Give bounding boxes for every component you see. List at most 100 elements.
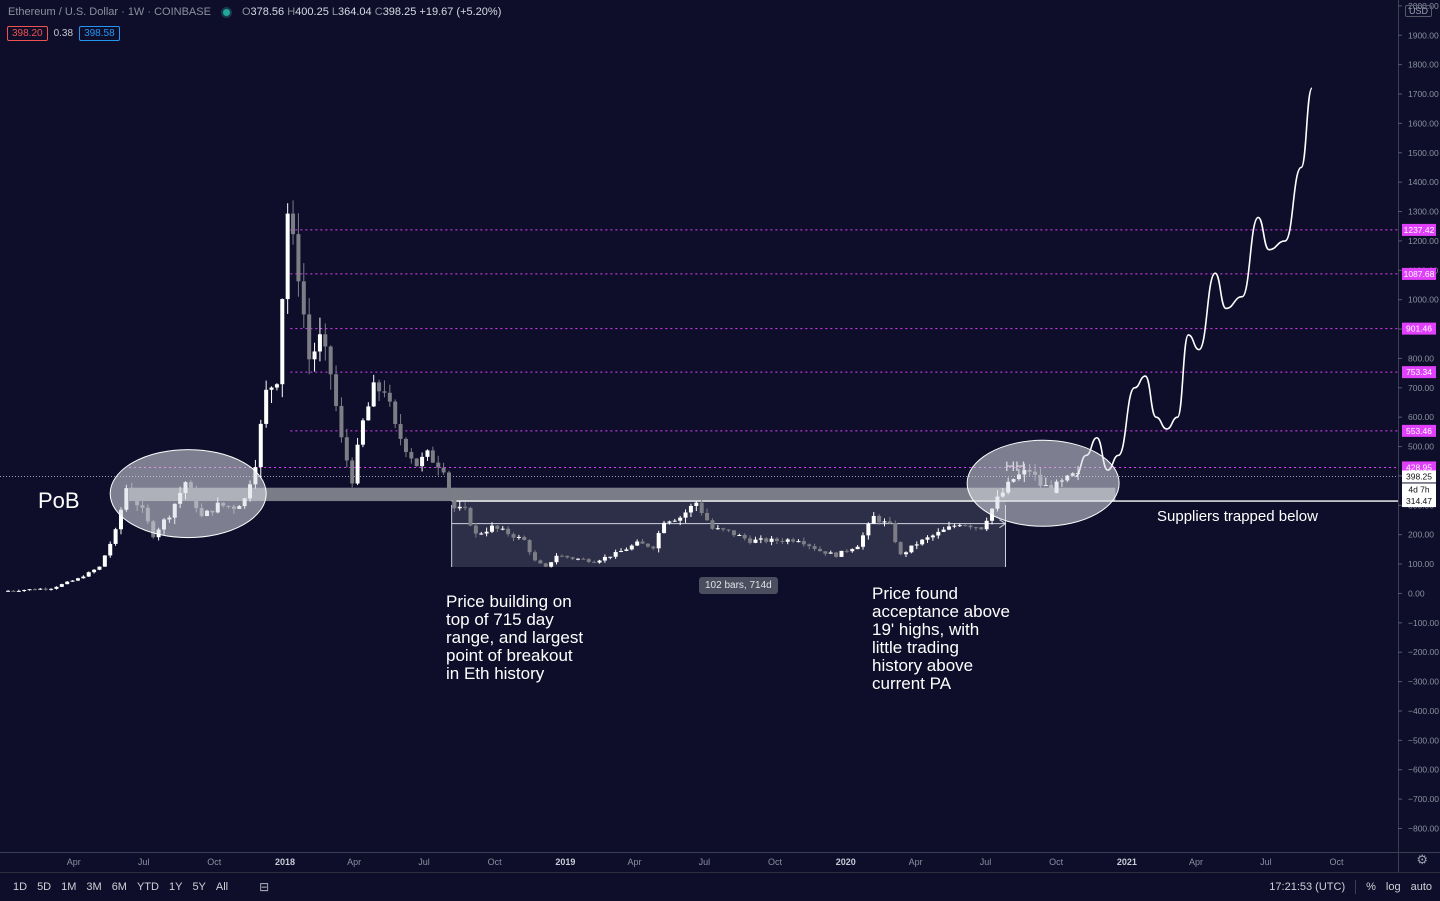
high-value: 400.25	[295, 6, 329, 18]
candle-body	[269, 387, 274, 390]
annotation-suppliers: Suppliers trapped below	[1157, 508, 1318, 525]
x-tick-label: Oct	[768, 857, 783, 867]
timeframe-5y[interactable]: 5Y	[192, 881, 206, 893]
candle-body	[11, 590, 16, 592]
x-tick-label: Jul	[980, 857, 992, 867]
y-tick-label: 100.00	[1408, 559, 1434, 569]
support-price-label: 314.47	[1406, 496, 1432, 506]
level-price-label: 428.95	[1406, 462, 1432, 472]
candle-body	[522, 536, 527, 541]
candle-body	[909, 545, 914, 553]
settings-gear-icon[interactable]: ⚙	[1416, 852, 1428, 867]
candle-body	[753, 539, 758, 543]
level-price-tag	[1402, 366, 1436, 379]
candle-body	[968, 525, 973, 528]
candle-body	[32, 589, 37, 591]
candle-body	[264, 389, 269, 424]
sell-button[interactable]: 398.20	[7, 26, 48, 41]
candle-body	[65, 581, 70, 585]
y-tick-label: 1900.00	[1408, 30, 1439, 40]
percent-toggle[interactable]: %	[1366, 881, 1376, 893]
y-tick-label: −200.00	[1408, 647, 1439, 657]
candle-body	[382, 391, 387, 393]
candle-body	[6, 590, 11, 592]
candle-body	[817, 548, 822, 552]
candle-body	[645, 543, 650, 547]
candle-body	[441, 467, 446, 473]
candle-body	[307, 314, 312, 360]
candle-body	[393, 401, 398, 425]
y-tick-label: 700.00	[1408, 383, 1434, 393]
timeframe-1y[interactable]: 1Y	[168, 881, 183, 893]
y-tick-label: 1000.00	[1408, 295, 1439, 305]
auto-toggle[interactable]: auto	[1410, 881, 1432, 893]
range-measure-label: 102 bars, 714d	[699, 577, 778, 594]
annotation-acceptance: Price found acceptance above 19' highs, …	[872, 584, 1010, 693]
candle-body	[16, 590, 21, 592]
candle-body	[930, 535, 935, 538]
candle-body	[350, 460, 355, 484]
buy-button[interactable]: 398.58	[79, 26, 120, 41]
y-tick-label: 1600.00	[1408, 118, 1439, 128]
y-tick-label: −700.00	[1408, 794, 1439, 804]
close-value: 398.25	[382, 6, 417, 18]
candle-body	[882, 521, 887, 523]
candle-body	[280, 299, 285, 385]
candle-body	[780, 540, 785, 542]
candle-body	[952, 525, 957, 527]
open-value: 378.56	[250, 6, 285, 18]
candle-body	[769, 538, 774, 542]
candle-body	[511, 534, 516, 538]
candle-body	[54, 586, 59, 589]
timeframe-6m[interactable]: 6M	[111, 881, 127, 893]
low-value: 364.04	[338, 6, 372, 18]
candle-body	[796, 541, 801, 543]
x-tick-label: 2018	[275, 857, 295, 867]
annotation-hh: HH	[1005, 458, 1026, 474]
log-toggle[interactable]: log	[1385, 881, 1401, 893]
breakout-zone	[129, 487, 1116, 502]
timeframe-3m[interactable]: 3M	[86, 881, 102, 893]
timeframe-1m[interactable]: 1M	[61, 881, 77, 893]
timeframe-5d[interactable]: 5D	[37, 881, 52, 893]
bottom-toolbar: 1D 5D 1M 3M 6M YTD 1Y 5Y All ⊟ 17:21:53 (UTC) % …	[0, 872, 1440, 901]
timeframe-1d[interactable]: 1D	[13, 881, 28, 893]
candle-body	[893, 523, 898, 543]
candle-body	[629, 545, 634, 550]
y-tick-label: 800.00	[1408, 353, 1434, 363]
candle-body	[651, 546, 656, 549]
candle-body	[699, 502, 704, 514]
candle-body	[731, 530, 736, 536]
candle-body	[70, 580, 75, 582]
x-tick-label: 2020	[836, 857, 856, 867]
x-tick-label: Apr	[909, 857, 923, 867]
level-price-tag	[1402, 461, 1436, 474]
timeframe-ytd[interactable]: YTD	[136, 881, 159, 893]
ohlc-readout: O378.56 H400.25 L364.04 C398.25 +19.67 (…	[241, 6, 502, 18]
annotation-pob: PoB	[38, 488, 80, 513]
candle-body	[484, 531, 489, 534]
candle-body	[936, 531, 941, 536]
y-tick-label: −800.00	[1408, 823, 1439, 833]
annotation-building: Price building on top of 715 day range, …	[446, 592, 584, 683]
level-price-tag	[1402, 267, 1436, 280]
level-price-tag	[1402, 322, 1436, 335]
calendar-range-icon[interactable]: ⊟	[259, 880, 270, 894]
symbol-header: Ethereum / U.S. Dollar · 1W · COINBASE O3…	[8, 6, 501, 18]
clock-time[interactable]: 17:21:53 (UTC)	[1269, 881, 1346, 893]
timeframe-all[interactable]: All	[215, 881, 229, 893]
y-tick-label: 200.00	[1408, 530, 1434, 540]
candle-body	[635, 541, 640, 546]
candle-body	[420, 456, 425, 467]
candle-body	[758, 538, 763, 540]
candle-body	[355, 444, 360, 484]
y-tick-label: 600.00	[1408, 412, 1434, 422]
candle-body	[59, 584, 64, 587]
currency-badge[interactable]: USD	[1404, 5, 1432, 17]
x-tick-label: Oct	[1049, 857, 1064, 867]
candle-body	[887, 521, 892, 524]
candle-body	[108, 543, 113, 556]
price-chart[interactable]: 2000.001900.001800.001700.001600.001500.…	[0, 0, 1440, 872]
y-tick-label: 0.00	[1408, 588, 1425, 598]
